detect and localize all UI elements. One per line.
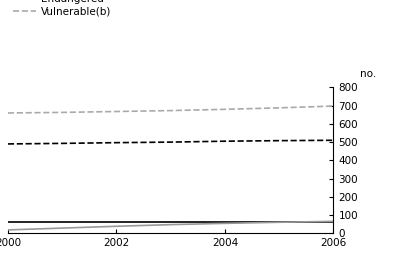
Text: no.: no. <box>360 69 376 79</box>
Legend: Extinct(a), Critically endangered, Endangered, Vulnerable(b): Extinct(a), Critically endangered, Endan… <box>13 0 153 17</box>
